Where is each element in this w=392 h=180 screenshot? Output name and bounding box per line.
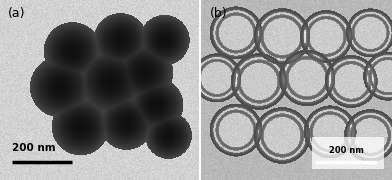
Text: 200 nm: 200 nm <box>12 143 56 153</box>
FancyBboxPatch shape <box>312 137 384 169</box>
Text: (a): (a) <box>8 7 25 20</box>
Text: (b): (b) <box>210 7 228 20</box>
Text: 200 nm: 200 nm <box>328 146 363 155</box>
